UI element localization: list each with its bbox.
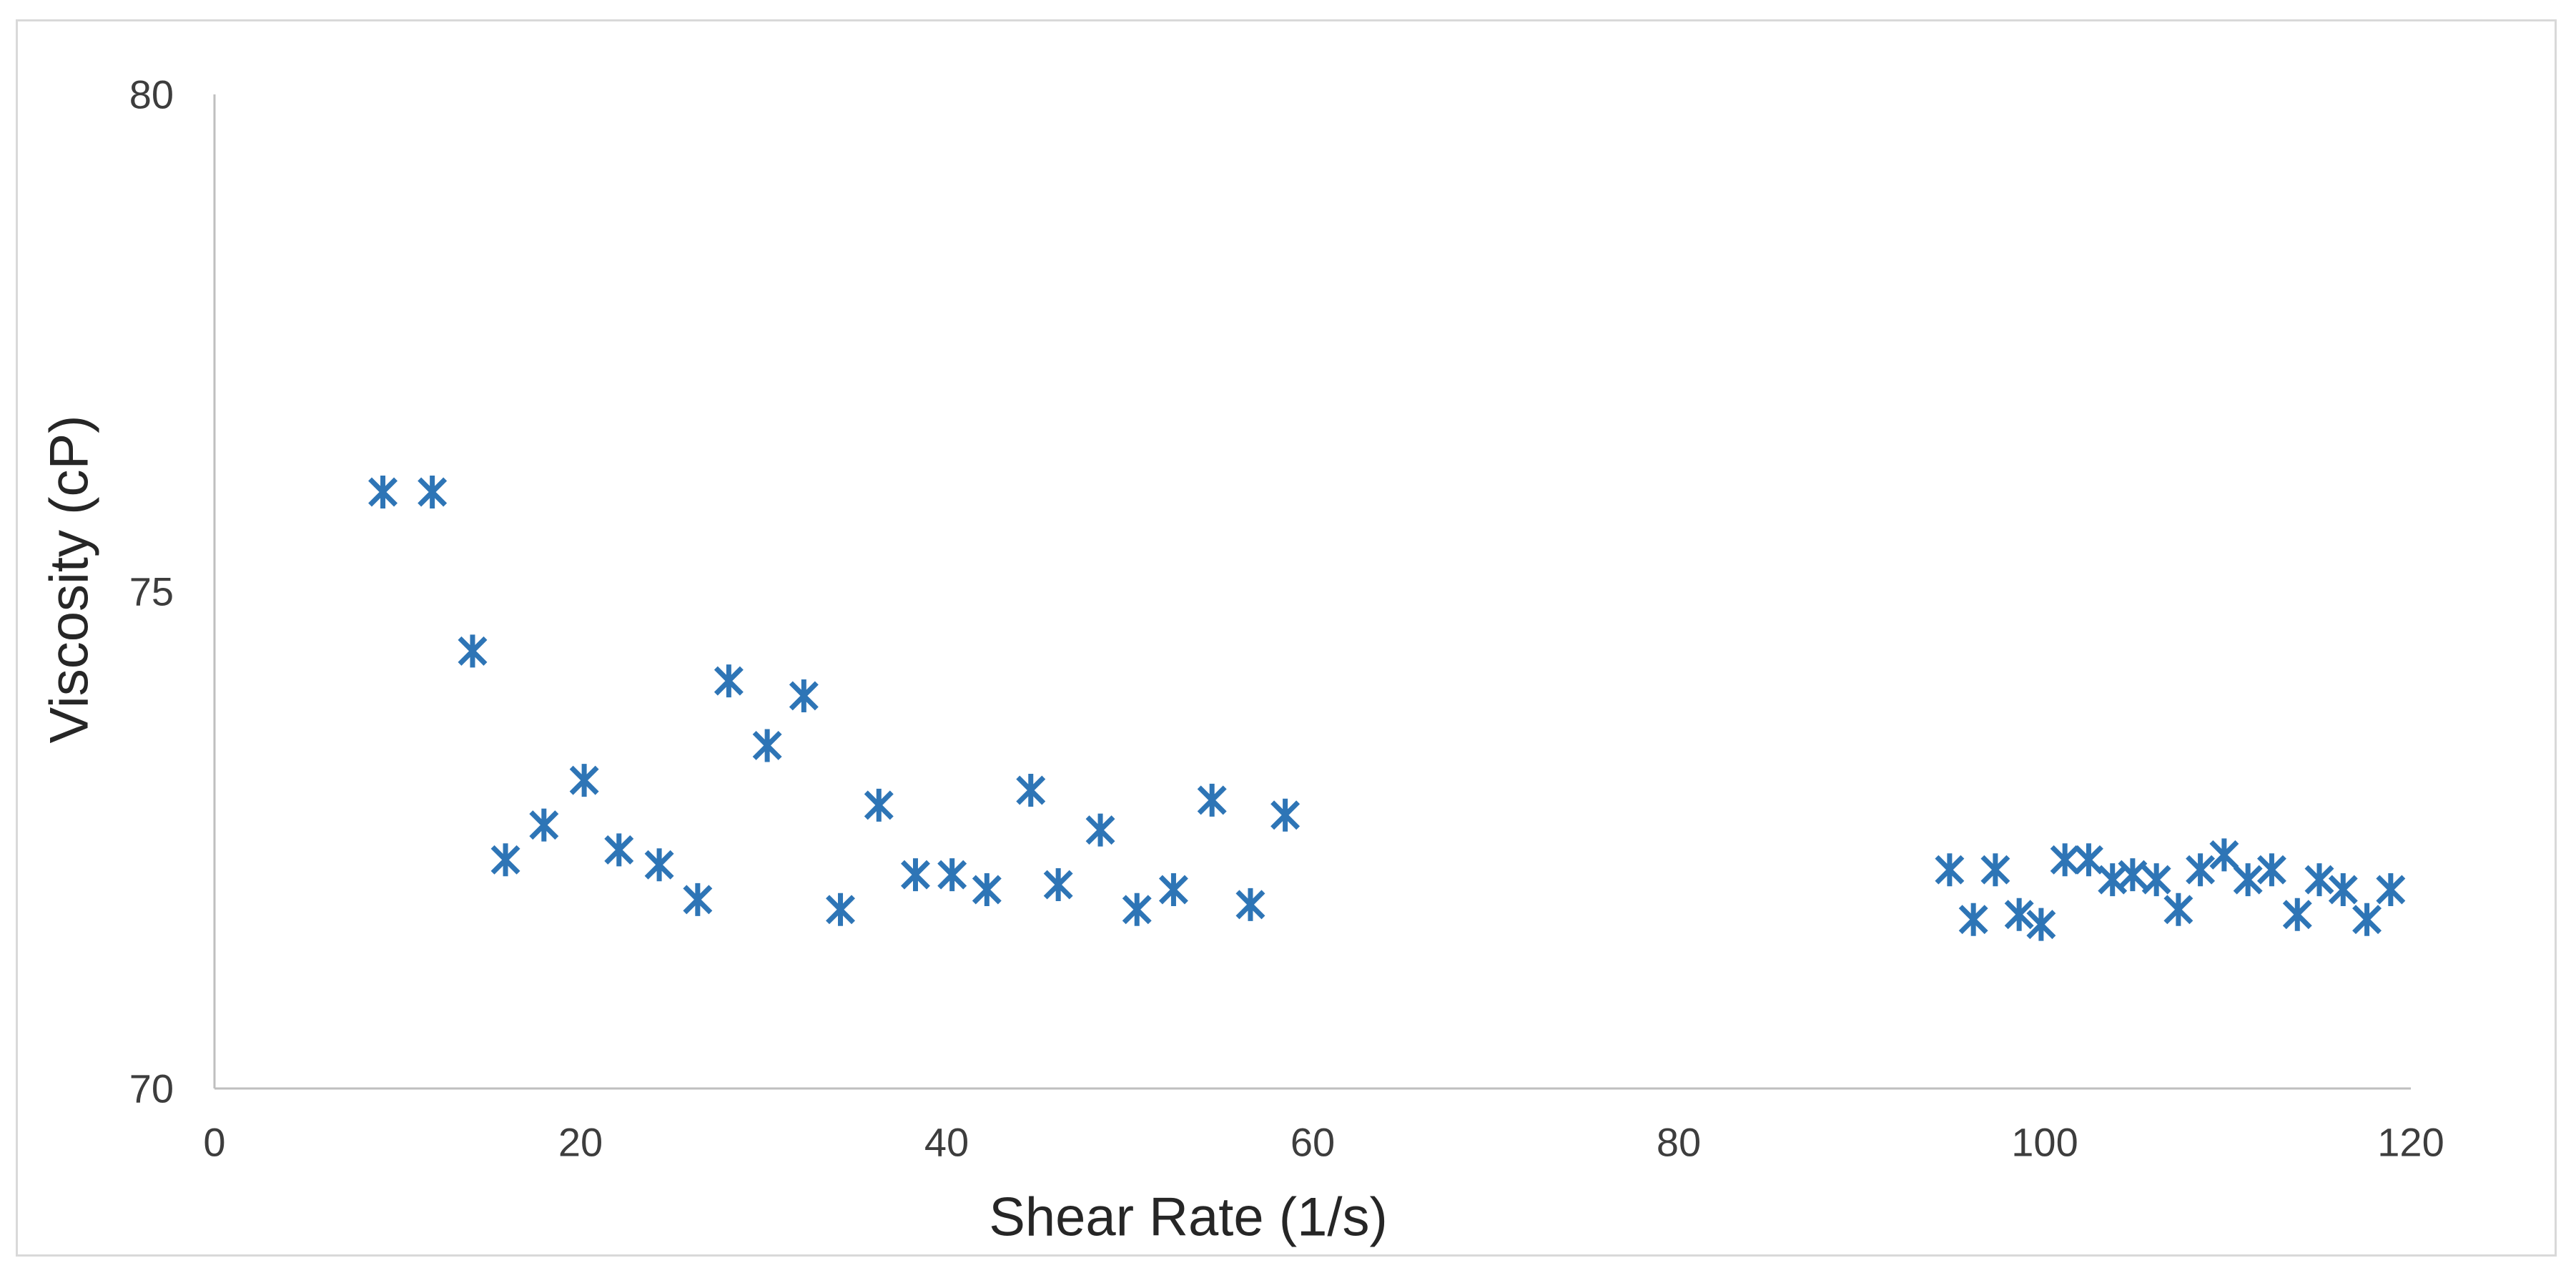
- data-point-marker: [2050, 843, 2080, 877]
- data-point-marker: [683, 883, 713, 916]
- data-point-marker: [752, 729, 782, 762]
- data-point-marker: [604, 833, 634, 867]
- data-point-marker: [2186, 853, 2216, 887]
- data-point-marker: [1235, 888, 1265, 921]
- x-tick-label: 40: [924, 1120, 969, 1165]
- x-tick-label: 0: [203, 1120, 225, 1165]
- data-point-marker: [644, 848, 674, 882]
- data-point-marker: [1085, 813, 1115, 847]
- data-point-marker: [1158, 873, 1188, 906]
- data-point-marker: [490, 843, 520, 877]
- data-point-marker: [1122, 893, 1152, 926]
- data-point-marker: [2352, 903, 2382, 936]
- x-tick-label: 100: [2011, 1120, 2078, 1165]
- data-point-marker: [937, 858, 967, 892]
- x-tick-label: 120: [2377, 1120, 2444, 1165]
- data-point-marker: [2098, 863, 2128, 897]
- data-point-marker: [2304, 863, 2334, 897]
- data-point-marker: [1935, 853, 1965, 887]
- data-point-marker: [901, 858, 930, 892]
- data-point-marker: [2233, 863, 2263, 897]
- data-point-marker: [1043, 868, 1073, 902]
- y-tick-label: 80: [129, 72, 174, 117]
- data-point-marker: [2209, 838, 2239, 872]
- data-point-marker: [2256, 853, 2286, 887]
- data-point-marker: [418, 476, 448, 508]
- data-point-marker: [569, 764, 599, 797]
- data-point-marker: [2376, 873, 2406, 906]
- data-point-marker: [2141, 863, 2171, 897]
- data-point-marker: [864, 788, 894, 822]
- data-point-marker: [714, 664, 744, 698]
- data-point-marker: [2004, 898, 2034, 931]
- data-point-marker: [972, 873, 1002, 906]
- data-point-marker: [458, 634, 488, 668]
- y-tick-label: 75: [129, 569, 174, 614]
- x-tick-label: 80: [1657, 1120, 1701, 1165]
- data-point-marker: [368, 476, 398, 508]
- data-point-marker: [2163, 893, 2193, 926]
- data-point-marker: [1016, 774, 1046, 807]
- axes-layer: [213, 94, 2411, 1090]
- data-point-marker: [1197, 783, 1227, 817]
- data-point-marker: [2118, 858, 2148, 892]
- tick-labels-layer: 0 20 40 60 80 100 120 70 75 80: [129, 72, 2444, 1165]
- data-point-marker: [789, 679, 819, 712]
- x-tick-label: 20: [558, 1120, 603, 1165]
- x-axis-title: Shear Rate (1/s): [989, 1187, 1388, 1248]
- data-point-marker: [1270, 798, 1301, 832]
- data-point-marker: [2026, 908, 2056, 941]
- data-points-layer: [368, 476, 2406, 941]
- data-point-marker: [2328, 873, 2358, 906]
- y-tick-label: 70: [129, 1066, 174, 1111]
- data-point-marker: [1980, 853, 2010, 887]
- data-point-marker: [1958, 903, 1988, 936]
- x-tick-label: 60: [1291, 1120, 1335, 1165]
- data-point-marker: [2073, 843, 2103, 877]
- data-point-marker: [529, 808, 559, 842]
- data-point-marker: [2282, 898, 2312, 931]
- data-point-marker: [826, 893, 855, 926]
- chart-border: [16, 19, 2557, 1257]
- y-axis-title: Viscosity (cP): [39, 416, 100, 744]
